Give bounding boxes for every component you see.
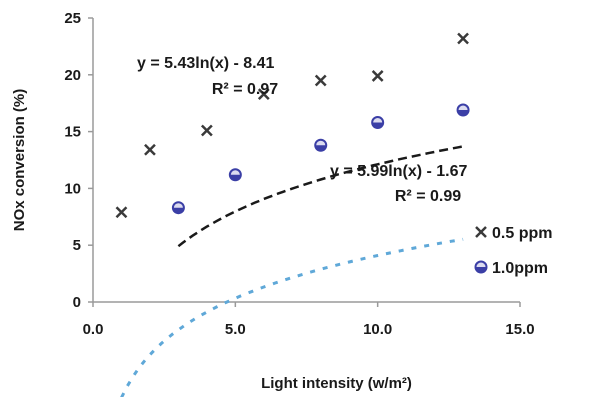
y-tick-label: 25 [64, 10, 81, 27]
equations: y = 5.43ln(x) - 8.41 R² = 0.97 y = 5.99l… [137, 55, 468, 205]
data-point-1.0ppm [171, 201, 185, 215]
trendline-equation-1.0ppm: y = 5.99ln(x) - 1.67 [330, 163, 468, 180]
trendlines [120, 145, 464, 397]
x-tick-label: 0.0 [83, 321, 104, 338]
ticks: 0 5 10 15 20 25 0.0 5.0 10.0 15.0 [64, 10, 534, 338]
y-tick-label: 20 [64, 67, 81, 84]
data-point-1.0ppm [456, 103, 470, 117]
data-point-0.5ppm [144, 143, 156, 156]
y-tick-label: 10 [64, 180, 81, 197]
y-axis-title: NOx conversion (%) [11, 89, 28, 232]
x-axis-title: Light intensity (w/m²) [261, 375, 412, 392]
legend-marker-0.5ppm [475, 226, 487, 238]
legend-marker-1.0ppm [474, 260, 488, 274]
trendline-equation-0.5ppm: y = 5.43ln(x) - 8.41 [137, 55, 275, 72]
legend-x-marker [475, 226, 487, 238]
y-tick-label: 15 [64, 124, 81, 141]
trendline-0.5ppm [120, 237, 464, 397]
legend-label-1.0ppm: 1.0ppm [492, 260, 548, 277]
data-points [115, 32, 470, 219]
trendline-r2-0.5ppm: R² = 0.97 [212, 81, 278, 98]
x-tick-label: 10.0 [363, 321, 392, 338]
y-tick-label: 5 [73, 237, 81, 254]
y-tick-label: 0 [73, 294, 81, 311]
trendline-r2-1.0ppm: R² = 0.99 [395, 188, 461, 205]
data-point-0.5ppm [371, 70, 384, 82]
data-point-0.5ppm [115, 206, 128, 219]
data-point-0.5ppm [457, 32, 469, 45]
data-point-0.5ppm [314, 74, 327, 87]
x-tick-label: 5.0 [225, 321, 246, 338]
data-point-1.0ppm [371, 116, 385, 130]
data-point-1.0ppm [314, 138, 328, 152]
data-point-0.5ppm [257, 88, 270, 100]
data-point-1.0ppm [228, 168, 242, 182]
legend: 0.5 ppm 1.0ppm [474, 225, 552, 277]
x-tick-label: 15.0 [505, 321, 534, 338]
legend-circle-marker [474, 260, 488, 274]
trendline-1.0ppm [177, 145, 464, 248]
data-point-0.5ppm [200, 124, 213, 137]
legend-label-0.5ppm: 0.5 ppm [492, 225, 552, 242]
axes [92, 18, 520, 303]
